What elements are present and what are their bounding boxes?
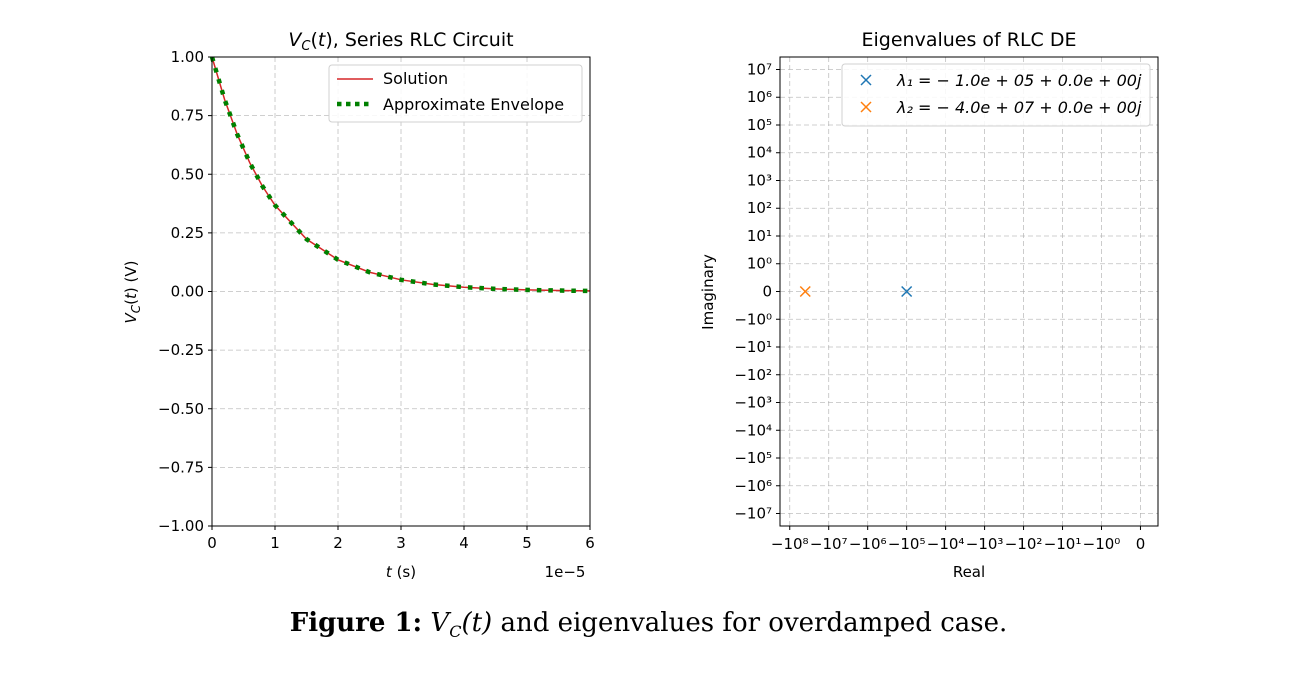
right-y-tick-label: −10¹ [734, 338, 772, 356]
left-legend-box [328, 64, 583, 123]
caption-text: and eigenvalues for overdamped case. [492, 608, 1008, 638]
right-plot: −10⁸ −10⁷ −10⁶ −10⁵ −10⁴ −10³ −10² −10¹ −10⁰ 010⁷… [699, 29, 1159, 581]
legend-solution-label: Solution [383, 69, 448, 88]
right-x-axis-label: Real [953, 563, 985, 581]
right-y-tick-label: 10³ [747, 171, 772, 189]
right-y-tick-label: −10⁵ [734, 449, 772, 467]
legend-lambda2-x [860, 101, 872, 113]
right-x-tick-label: −10⁴ [927, 535, 965, 553]
right-y-tick-label: −10⁷ [734, 505, 772, 523]
right-gridlines [780, 57, 1158, 526]
right-x-tick-label: 0 [1136, 535, 1146, 553]
eigenvalue-marker-2 [799, 285, 811, 298]
right-x-tick-label: −10⁵ [888, 535, 926, 553]
left-y-tick-label: −0.25 [158, 341, 204, 359]
right-y-tick-label: 10⁰ [747, 255, 772, 273]
right-y-tick-label: 10² [747, 199, 772, 217]
legend-lambda1-marker [860, 74, 872, 86]
left-y-axis-label: VC(t) (V) [122, 261, 143, 324]
left-y-tick-label: 0.00 [171, 283, 204, 301]
right-x-tick-label: −10³ [966, 535, 1004, 553]
right-x-tick-label: −10² [1005, 535, 1043, 553]
left-y-tick-label: 0.50 [171, 165, 204, 183]
left-chart-title: VC(t), Series RLC Circuit [288, 29, 513, 54]
right-y-tick-label: 10⁵ [747, 116, 772, 134]
left-y-tick-label: −0.75 [158, 458, 204, 476]
right-y-tick-label: 10⁴ [747, 144, 772, 162]
left-x-tick-label: 4 [459, 534, 469, 552]
legend-lambda2-label: λ₂ = − 4.0e + 07 + 0.0e + 00j [896, 98, 1142, 117]
legend-envelope-label: Approximate Envelope [383, 95, 564, 114]
right-x-tick-label: −10⁸ [771, 535, 809, 553]
right-y-axis-label: Imaginary [699, 254, 717, 330]
left-axes-frame [211, 56, 591, 527]
caption-math: VC(t) [430, 608, 493, 642]
left-y-tick-label: 1.00 [171, 48, 204, 66]
left-x-offset-text: 1e−5 [545, 563, 586, 581]
left-ticks: 0 1 2 3 4 5 6 −1.00 −0.75 −0.50 −0.25 0.00 0.25 0.50 0… [158, 48, 595, 552]
left-y-tick-label: −0.50 [158, 400, 204, 418]
left-x-tick-label: 3 [396, 534, 406, 552]
right-x-tick-label: −10⁰ [1083, 535, 1121, 553]
right-y-tick-label: −10⁴ [734, 421, 772, 439]
right-x-tick-label: −10⁶ [849, 535, 887, 553]
right-legend: λ₁ = − 1.0e + 05 + 0.0e + 00j λ₂ = − 4.0… [841, 63, 1151, 127]
eigenvalue-marker-1 [901, 285, 913, 298]
left-series [209, 56, 591, 294]
left-y-tick-label: 0.75 [171, 107, 204, 125]
left-x-tick-label: 5 [522, 534, 532, 552]
left-y-tick-label: −1.00 [158, 517, 204, 535]
right-y-tick-label: 10⁷ [747, 60, 772, 78]
caption-label: Figure 1: [289, 608, 423, 638]
series-solution-line [211, 56, 591, 292]
legend-lambda1-label: λ₁ = − 1.0e + 05 + 0.0e + 00j [896, 71, 1142, 90]
right-chart-title: Eigenvalues of RLC DE [862, 29, 1077, 51]
right-y-tick-label: 10¹ [747, 227, 772, 245]
left-x-tick-label: 0 [207, 534, 217, 552]
right-ticks: −10⁸ −10⁷ −10⁶ −10⁵ −10⁴ −10³ −10² −10¹ −10⁰ 010⁷… [734, 60, 1145, 553]
left-x-tick-label: 1 [270, 534, 280, 552]
left-x-tick-label: 2 [333, 534, 343, 552]
left-y-tick-label: 0.25 [171, 224, 204, 242]
legend-lambda2-marker [860, 101, 872, 113]
figure-caption: Figure 1: VC(t) and eigenvalues for over… [0, 608, 1297, 641]
right-y-tick-label: −10⁰ [734, 310, 772, 328]
legend-lambda1-x [860, 74, 872, 86]
left-x-tick-label: 6 [585, 534, 595, 552]
right-x-tick-label: −10⁷ [810, 535, 848, 553]
left-x-axis-label: t (s) [386, 563, 416, 581]
left-plot: 0 1 2 3 4 5 6 −1.00 −0.75 −0.50 −0.25 0.00 0.25 0.50 0… [122, 29, 595, 581]
right-y-tick-label: −10⁶ [734, 477, 772, 495]
right-y-tick-label: 10⁶ [747, 88, 772, 106]
right-y-tick-label: 0 [762, 283, 772, 301]
right-x-tick-label: −10¹ [1044, 535, 1082, 553]
right-series [799, 285, 913, 298]
right-axes-frame [779, 56, 1159, 527]
left-legend: Solution Approximate Envelope [328, 64, 583, 123]
left-gridlines [211, 56, 591, 527]
right-y-tick-label: −10³ [734, 394, 772, 412]
right-y-tick-label: −10² [734, 366, 772, 384]
right-legend-box [841, 63, 1151, 127]
